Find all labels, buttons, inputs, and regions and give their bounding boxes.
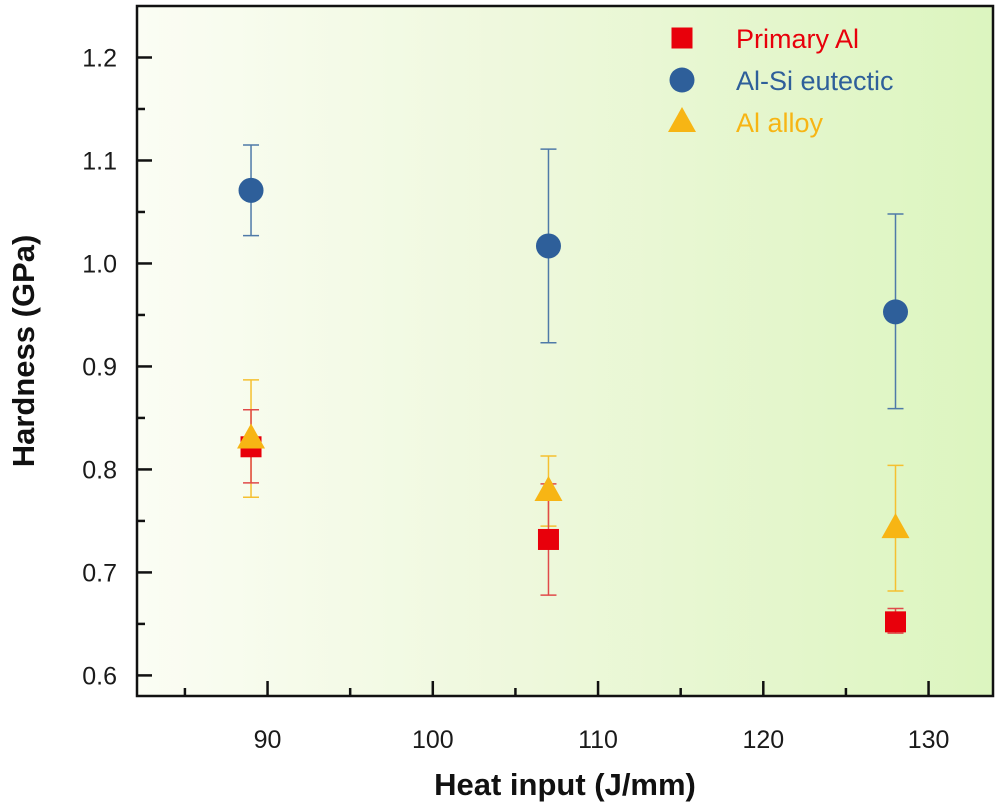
- al-si-eutectic-point: [535, 233, 561, 259]
- al-alloy-point: [534, 476, 563, 502]
- x-tick-label: 100: [412, 726, 454, 754]
- primary-al-point: [885, 611, 907, 633]
- al-si-eutectic-point: [883, 299, 909, 325]
- y-tick-label: 0.6: [82, 662, 117, 690]
- x-tick-label: 120: [742, 726, 784, 754]
- axis-ticks: 0.6 0.7 0.8 0.9 1.0 1.1 1.2 90 100 110 120 130: [82, 44, 949, 754]
- al-alloy-point: [237, 423, 266, 449]
- y-tick-label: 1.2: [82, 44, 117, 72]
- y-tick-label: 0.8: [82, 456, 117, 484]
- legend-marker-primary-al: [671, 27, 693, 49]
- y-tick-label: 0.7: [82, 559, 117, 587]
- al-alloy-point: [881, 513, 910, 539]
- y-tick-label: 1.1: [82, 147, 117, 175]
- legend-label-primary-al: Primary Al: [736, 24, 859, 54]
- y-tick-label: 0.9: [82, 353, 117, 381]
- legend: Primary Al Al-Si eutectic Al alloy: [668, 24, 894, 138]
- legend-marker-al-alloy: [668, 107, 696, 132]
- legend-label-al-si-eutectic: Al-Si eutectic: [736, 66, 894, 96]
- al-si-eutectic-point: [238, 177, 264, 203]
- x-tick-label: 130: [908, 726, 950, 754]
- x-tick-label: 90: [254, 726, 282, 754]
- x-tick-label: 110: [578, 726, 618, 754]
- plot-background: [137, 6, 993, 696]
- data-marks: [237, 144, 910, 634]
- primary-al-point: [537, 528, 559, 550]
- y-tick-label: 1.0: [82, 250, 117, 278]
- x-axis-title: Heat input (J/mm): [434, 767, 696, 802]
- y-axis-title: Hardness (GPa): [6, 235, 41, 468]
- legend-label-al-alloy: Al alloy: [736, 108, 824, 138]
- plot-frame: [135, 4, 995, 698]
- legend-marker-al-si-eutectic: [669, 67, 695, 93]
